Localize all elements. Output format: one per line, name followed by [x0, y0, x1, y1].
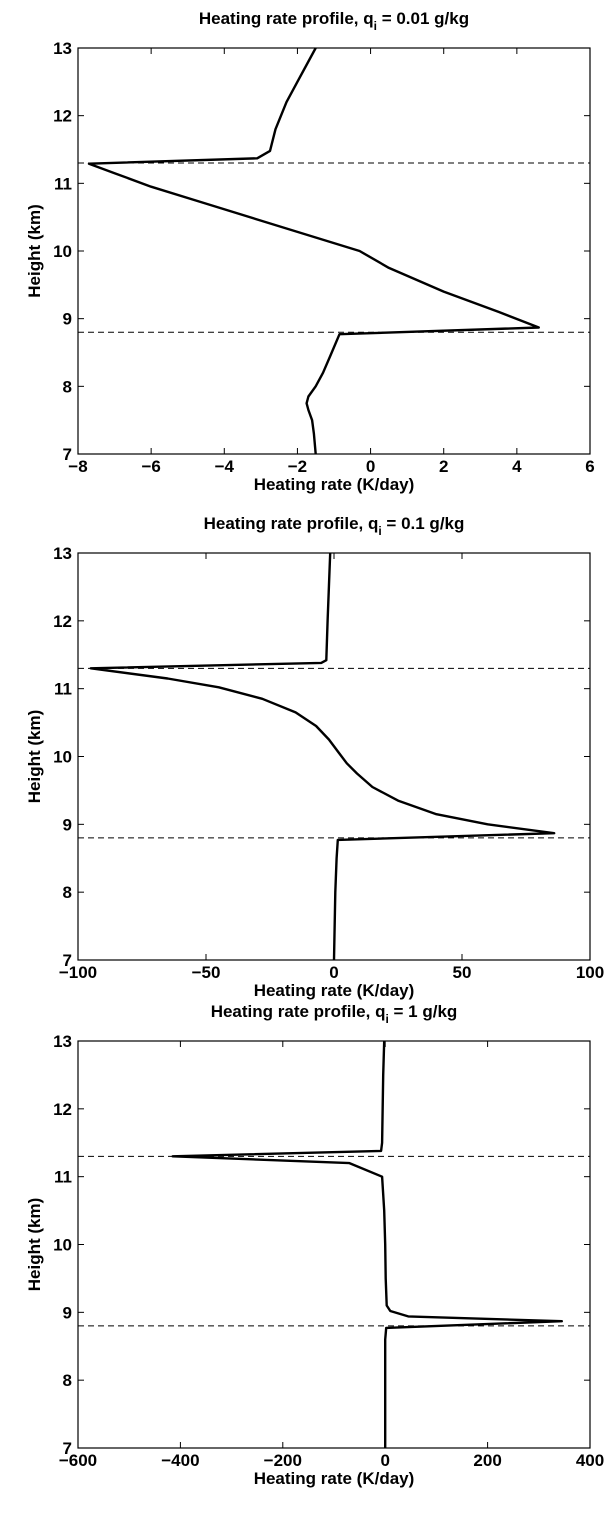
x-tick-label: −6 — [141, 457, 160, 476]
profile-line — [87, 47, 540, 455]
axes-frame — [77, 1040, 591, 1449]
chart-panel-1: Heating rate profile, qi = 0.01 g/kg −8 −6… — [25, 9, 595, 494]
x-tick-label: 2 — [439, 457, 448, 476]
chart-title: Heating rate profile, qi = 0.1 g/kg — [204, 514, 465, 538]
chart-title-suffix: = 1 g/kg — [389, 1002, 458, 1021]
y-tick-label: 11 — [54, 174, 72, 193]
x-tick-label: 200 — [473, 1451, 501, 1470]
y-tick-label: 7 — [63, 951, 72, 970]
profile-line — [171, 1040, 563, 1448]
y-tick-label: 13 — [53, 1032, 72, 1051]
x-tick-label: −4 — [215, 457, 235, 476]
chart-title-suffix: = 0.01 g/kg — [377, 9, 469, 28]
chart-title-subscript: i — [385, 1012, 388, 1026]
x-tick-label: −600 — [59, 1451, 97, 1470]
x-tick-label: −8 — [68, 457, 87, 476]
y-tick-label: 11 — [54, 1168, 72, 1187]
chart-title-prefix: Heating rate profile, q — [199, 9, 374, 28]
x-axis-label: Heating rate (K/day) — [254, 475, 415, 494]
y-axis-label: Height (km) — [25, 1198, 44, 1292]
y-tick-label: 7 — [63, 1439, 72, 1458]
x-tick-label: 50 — [453, 963, 472, 982]
chart-title: Heating rate profile, qi = 0.01 g/kg — [199, 9, 469, 33]
y-tick-label: 10 — [53, 748, 72, 767]
y-tick-label: 8 — [63, 377, 72, 396]
y-tick-label: 13 — [53, 39, 72, 58]
chart-title-suffix: = 0.1 g/kg — [382, 514, 465, 533]
x-tick-label: −50 — [192, 963, 221, 982]
x-tick-label: 400 — [576, 1451, 604, 1470]
x-tick-label: −100 — [59, 963, 97, 982]
axes-frame — [77, 47, 591, 455]
y-axis-label: Height (km) — [25, 710, 44, 804]
profile-line — [89, 552, 556, 961]
y-tick-label: 12 — [53, 1100, 72, 1119]
x-tick-label: −200 — [264, 1451, 302, 1470]
chart-title-subscript: i — [378, 524, 381, 538]
x-tick-label: 100 — [576, 963, 604, 982]
x-tick-label: 4 — [512, 457, 522, 476]
y-tick-label: 12 — [53, 612, 72, 631]
chart-title: Heating rate profile, qi = 1 g/kg — [211, 1002, 458, 1026]
chart-title-prefix: Heating rate profile, q — [211, 1002, 386, 1021]
chart-title-subscript: i — [374, 19, 377, 33]
y-tick-label: 10 — [53, 1236, 72, 1255]
y-tick-label: 12 — [53, 107, 72, 126]
chart-panel-3: Heating rate profile, qi = 1 g/kg −600 −40… — [25, 1002, 604, 1488]
y-tick-label: 10 — [53, 242, 72, 261]
chart-title-prefix: Heating rate profile, q — [204, 514, 379, 533]
y-tick-label: 7 — [63, 445, 72, 464]
y-tick-label: 9 — [63, 1303, 72, 1322]
y-axis-label: Height (km) — [25, 204, 44, 298]
x-tick-label: 6 — [585, 457, 594, 476]
x-tick-label: 0 — [380, 1451, 389, 1470]
x-tick-label: −2 — [288, 457, 307, 476]
y-tick-label: 11 — [54, 680, 72, 699]
y-tick-label: 13 — [53, 544, 72, 563]
x-tick-label: 0 — [366, 457, 375, 476]
y-tick-label: 8 — [63, 883, 72, 902]
chart-panel-2: Heating rate profile, qi = 0.1 g/kg −100 −… — [25, 514, 604, 1000]
y-tick-label: 8 — [63, 1371, 72, 1390]
x-tick-label: −400 — [161, 1451, 199, 1470]
y-tick-label: 9 — [63, 815, 72, 834]
x-axis-label: Heating rate (K/day) — [254, 1469, 415, 1488]
y-tick-label: 9 — [63, 310, 72, 329]
x-axis-label: Heating rate (K/day) — [254, 981, 415, 1000]
x-tick-label: 0 — [329, 963, 338, 982]
